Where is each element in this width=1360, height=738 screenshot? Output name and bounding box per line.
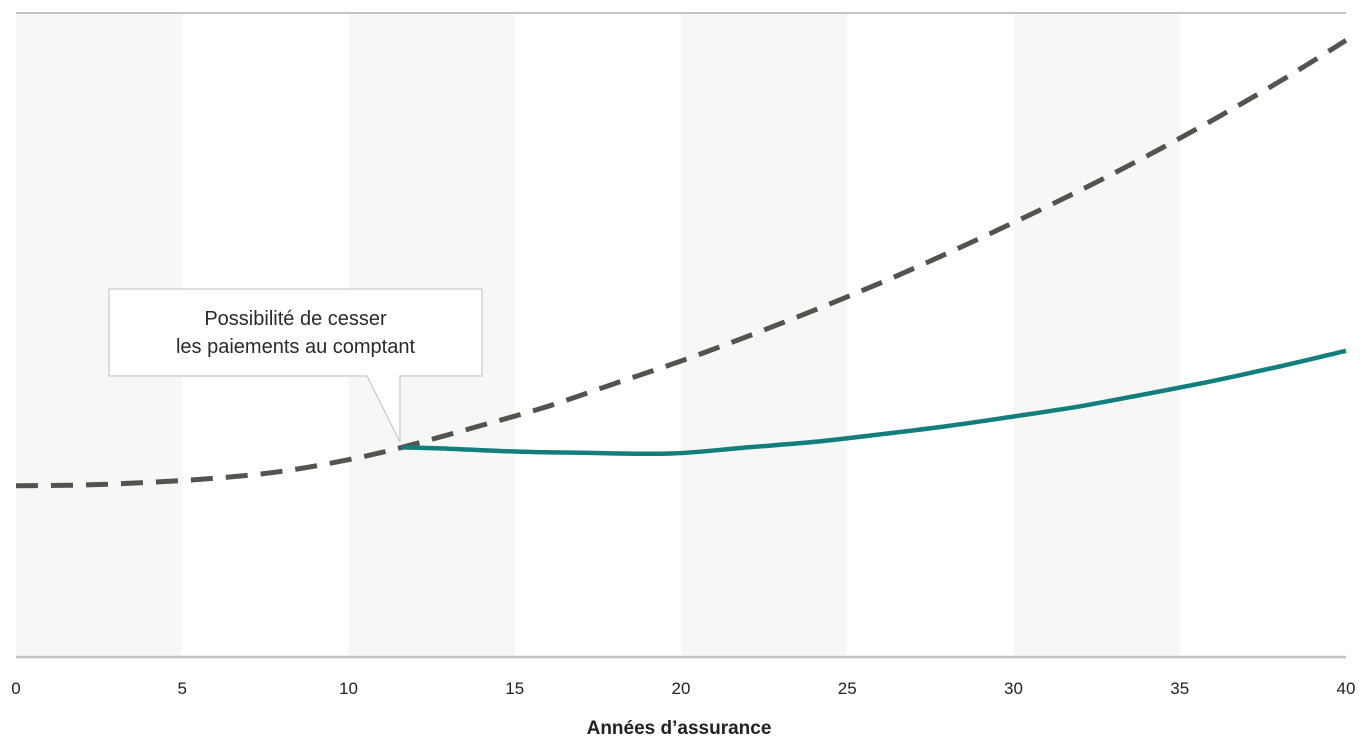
solid-series-line xyxy=(401,348,1347,457)
x-tick-label-0: 0 xyxy=(11,679,20,698)
x-tick-label-5: 5 xyxy=(178,679,187,698)
x-tick-label-25: 25 xyxy=(838,679,857,698)
x-axis-title: Années d’assurance xyxy=(587,718,772,738)
x-tick-label-40: 40 xyxy=(1337,679,1356,698)
series-lines xyxy=(15,38,1348,489)
annotation-line-1: Possibilité de cesser xyxy=(204,307,387,330)
shaded-band-2 xyxy=(681,13,848,657)
x-tick-label-30: 30 xyxy=(1004,679,1023,698)
annotation-text: Possibilité de cesser les paiements au c… xyxy=(109,289,482,376)
x-tick-label-35: 35 xyxy=(1170,679,1189,698)
dashed-series-line xyxy=(15,38,1348,489)
annotation-callout xyxy=(108,288,483,443)
x-tick-label-20: 20 xyxy=(672,679,691,698)
shaded-band-3 xyxy=(1013,13,1180,657)
annotation-line-2: les paiements au comptant xyxy=(175,335,416,358)
x-tick-label-15: 15 xyxy=(505,679,524,698)
annotation-callout-frame xyxy=(108,288,483,443)
x-tick-labels: 0 5 10 15 20 25 30 35 40 xyxy=(11,679,1355,698)
x-tick-label-10: 10 xyxy=(339,679,358,698)
